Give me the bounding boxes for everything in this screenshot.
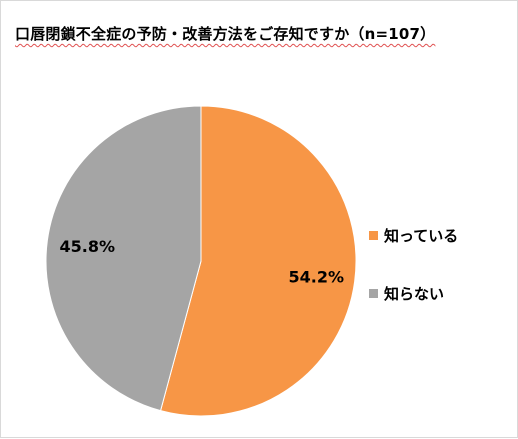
legend-swatch-does-not-know bbox=[369, 288, 378, 298]
pie-slices bbox=[45, 105, 357, 417]
pie-slice-knows bbox=[159, 105, 357, 417]
legend-label-knows: 知っている bbox=[384, 226, 459, 245]
chart-legend: 知っている 知らない bbox=[369, 223, 458, 339]
legend-label-does-not-know: 知らない bbox=[384, 284, 445, 303]
chart-title: 口唇閉鎖不全症の予防・改善方法をご存知ですか（n=107） bbox=[15, 25, 436, 43]
data-label-knows: 54.2% bbox=[288, 267, 344, 286]
legend-swatch-knows bbox=[369, 230, 378, 240]
data-label-does-not-know: 45.8% bbox=[60, 237, 116, 256]
legend-item-does-not-know: 知らない bbox=[369, 281, 458, 305]
pie-slice-does-not-know bbox=[45, 105, 202, 412]
legend-item-knows: 知っている bbox=[369, 223, 458, 247]
pie-data-labels: 54.2% 45.8% bbox=[60, 237, 344, 286]
